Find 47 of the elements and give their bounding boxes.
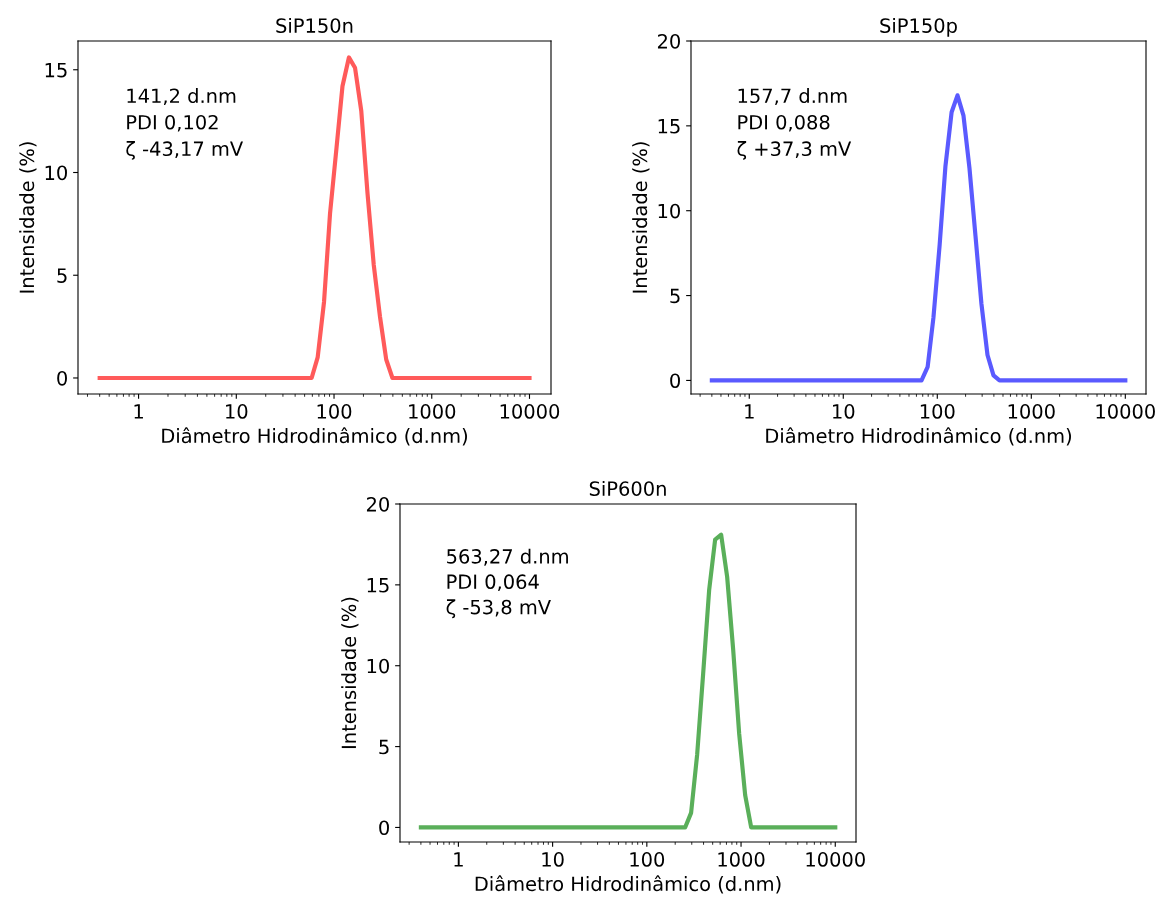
x-tick-label: 100: [630, 852, 665, 867]
annotation: PDI 0,102: [127, 114, 218, 132]
y-tick-label: 15: [658, 119, 680, 134]
annotation: PDI 0,088: [738, 114, 830, 132]
annotation: PDI 0,064: [447, 574, 539, 592]
x-tick-label: 1000: [1008, 404, 1055, 419]
x-tick-label: 10: [833, 404, 855, 419]
x-tick-label: 10: [226, 404, 248, 419]
y-tick-label: 10: [367, 658, 389, 674]
x-tick-label: 1000: [409, 404, 456, 419]
annotation: ζ -43,17 mV: [126, 141, 243, 160]
y-axis-title: Intensidade (%): [632, 142, 650, 293]
x-tick-label: 10: [542, 852, 564, 867]
x-tick-label: 100: [317, 404, 352, 419]
annotation: ζ -53,8 mV: [446, 599, 551, 619]
y-axis-title: Intensidade (%): [341, 597, 359, 749]
x-axis-title: Diâmetro Hidrodinâmico (d.nm): [475, 875, 781, 894]
chart-title: SiP150n: [276, 17, 353, 33]
y-tick-label: 5: [379, 739, 389, 755]
y-tick-label: 20: [657, 33, 680, 49]
y-axis-title: Intensidade (%): [19, 142, 37, 293]
annotation: 563,27 d.nm: [447, 548, 568, 566]
annotation: ζ +37,3 mV: [737, 141, 852, 160]
x-tick-label: 10000: [500, 404, 560, 419]
x-tick-label: 100: [920, 404, 955, 419]
chart-title: SiP600n: [589, 480, 666, 496]
y-tick-label: 0: [670, 373, 680, 389]
annotation: 157,7 d.nm: [738, 88, 847, 106]
x-axis-title: Diâmetro Hidrodinâmico (d.nm): [162, 427, 467, 446]
x-tick-label: 10000: [1096, 404, 1155, 419]
y-tick-label: 5: [670, 288, 680, 304]
x-tick-label: 1: [454, 852, 463, 867]
chart-title: SiP150p: [880, 17, 957, 37]
y-tick-label: 15: [45, 62, 67, 78]
y-tick-label: 20: [366, 496, 389, 512]
x-tick-label: 10000: [806, 852, 865, 867]
y-tick-label: 10: [45, 165, 67, 181]
x-axis-title: Diâmetro Hidrodinâmico (d.nm): [766, 427, 1071, 446]
y-tick-label: 0: [57, 370, 67, 386]
y-tick-label: 10: [658, 203, 680, 219]
annotation: 141,2 d.nm: [127, 88, 236, 106]
y-tick-label: 0: [379, 820, 389, 836]
x-tick-label: 1000: [718, 852, 765, 867]
x-tick-label: 1: [745, 404, 754, 419]
x-tick-label: 1: [134, 404, 143, 419]
y-tick-label: 5: [57, 268, 67, 283]
y-tick-label: 15: [367, 578, 389, 593]
